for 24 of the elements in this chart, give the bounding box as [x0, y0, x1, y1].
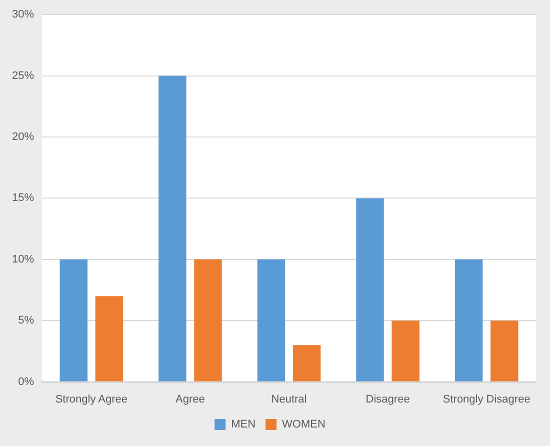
x-tick-label: Strongly Disagree	[442, 393, 530, 406]
bar	[356, 198, 384, 382]
bar	[292, 345, 321, 382]
bar	[158, 76, 186, 382]
bar	[454, 259, 483, 382]
bar	[194, 259, 222, 382]
x-tick-label: Agree	[176, 393, 205, 406]
y-tick-label: 10%	[12, 253, 34, 266]
x-tick-label: Strongly Agree	[55, 393, 128, 406]
legend-label: WOMEN	[282, 418, 326, 431]
x-tick-label: Disagree	[366, 393, 410, 406]
bar	[257, 259, 286, 382]
legend-label: MEN	[231, 418, 256, 431]
y-tick-label: 20%	[12, 131, 34, 144]
y-tick-label: 5%	[18, 314, 34, 327]
bar	[95, 296, 124, 382]
y-tick-label: 0%	[18, 376, 34, 388]
y-tick-label: 25%	[12, 70, 34, 82]
y-tick-label: 15%	[12, 192, 34, 204]
x-tick-label: Neutral	[271, 393, 307, 406]
bar	[60, 259, 88, 382]
y-tick-label: 30%	[12, 8, 34, 21]
bar	[392, 320, 420, 382]
bar	[490, 320, 518, 382]
